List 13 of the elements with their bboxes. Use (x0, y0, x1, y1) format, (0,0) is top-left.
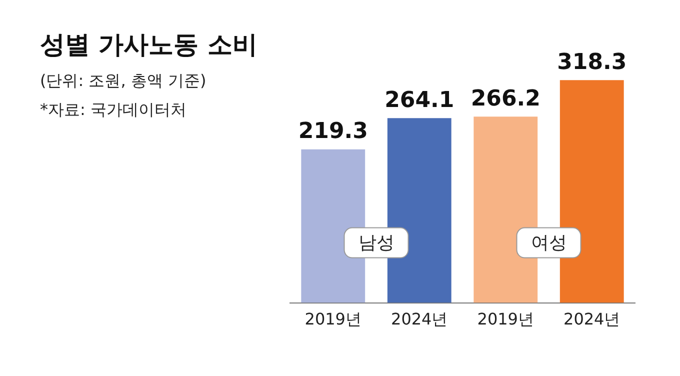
annotation: 남성 (358, 232, 394, 254)
data-label: 266.2 (470, 86, 540, 112)
text: *자료: 국가데이터처 (40, 100, 188, 121)
annotation: 여성 (530, 232, 567, 254)
chart-title: 성별 가사노동 소비 (40, 29, 258, 61)
x-tick-label: 2019년 (477, 310, 534, 329)
text: (단위: 조원, 총액 기준) (40, 71, 208, 92)
x-tick-label: 2024년 (564, 310, 620, 329)
data-label: 264.1 (384, 88, 454, 113)
data-label: 219.3 (298, 119, 368, 144)
x-tick-label: 2019년 (304, 310, 362, 329)
x-tick-label: 2024년 (391, 310, 448, 329)
data-label: 318.3 (557, 50, 627, 75)
